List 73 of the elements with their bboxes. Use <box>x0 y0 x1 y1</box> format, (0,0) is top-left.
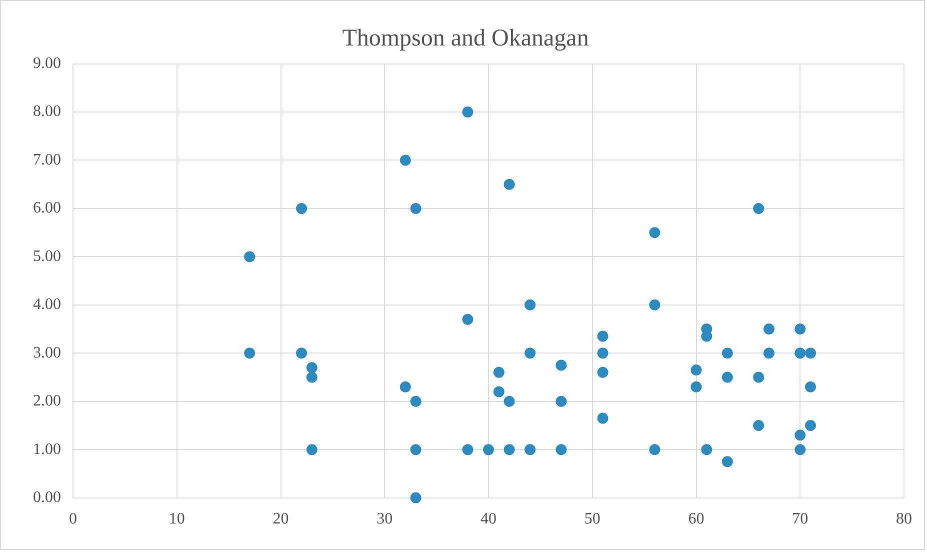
y-tick-label: 3.00 <box>33 344 61 362</box>
point <box>504 396 515 407</box>
point <box>410 492 422 504</box>
y-tick-label: 1.00 <box>33 440 61 458</box>
x-tick-label: 40 <box>480 510 496 528</box>
point <box>556 444 567 456</box>
point <box>763 348 774 359</box>
point <box>462 106 474 118</box>
point <box>763 324 774 335</box>
y-tick-label: 8.00 <box>33 103 61 120</box>
point <box>722 372 733 383</box>
point <box>794 444 806 456</box>
point <box>690 381 702 392</box>
point <box>794 324 806 335</box>
point <box>410 202 422 214</box>
point <box>597 366 608 378</box>
point <box>296 202 308 214</box>
point <box>722 456 733 468</box>
y-tick-label: 5.00 <box>33 248 61 265</box>
point <box>493 386 504 398</box>
x-tick-label: 20 <box>272 510 289 528</box>
y-tick-label: 0.00 <box>33 489 61 506</box>
point <box>504 178 515 190</box>
point <box>462 444 474 456</box>
y-tick-label: 9.00 <box>33 55 61 72</box>
point <box>805 420 816 431</box>
point <box>306 372 318 383</box>
point <box>794 430 806 441</box>
point <box>244 251 256 262</box>
point <box>306 444 318 456</box>
point <box>753 420 764 431</box>
point <box>524 444 536 456</box>
point <box>524 348 536 359</box>
point <box>483 444 494 456</box>
point <box>556 396 567 407</box>
x-tick-label: 60 <box>688 510 704 528</box>
point <box>794 348 806 359</box>
point <box>701 444 712 456</box>
point <box>524 299 536 310</box>
y-tick-label: 6.00 <box>33 200 61 217</box>
x-tick-label: 10 <box>168 510 185 528</box>
point <box>296 348 308 359</box>
point <box>690 364 702 376</box>
point <box>410 396 422 407</box>
point <box>805 348 816 359</box>
point <box>753 372 764 383</box>
x-tick-label: 80 <box>896 510 912 528</box>
point <box>462 314 474 325</box>
chart-title: Thompson and Okanagan <box>342 26 589 52</box>
point <box>597 348 608 359</box>
point <box>649 444 660 456</box>
y-tick-label: 4.00 <box>33 296 61 314</box>
point <box>722 348 733 359</box>
x-tick-label: 0 <box>69 510 77 528</box>
x-tick-label: 30 <box>376 510 393 528</box>
point <box>306 362 318 374</box>
point <box>805 381 816 392</box>
point <box>244 348 256 359</box>
point <box>753 202 764 214</box>
point <box>504 444 515 456</box>
point <box>597 412 608 424</box>
y-tick-label: 7.00 <box>33 151 61 168</box>
point <box>556 360 567 371</box>
x-tick-label: 70 <box>792 510 808 528</box>
point <box>400 154 411 166</box>
point <box>597 330 608 342</box>
point <box>649 227 660 238</box>
point <box>493 366 504 378</box>
point <box>410 444 422 456</box>
x-tick-label: 50 <box>584 510 600 528</box>
point <box>400 381 411 392</box>
y-tick-label: 2.00 <box>33 392 61 410</box>
point <box>649 299 660 310</box>
